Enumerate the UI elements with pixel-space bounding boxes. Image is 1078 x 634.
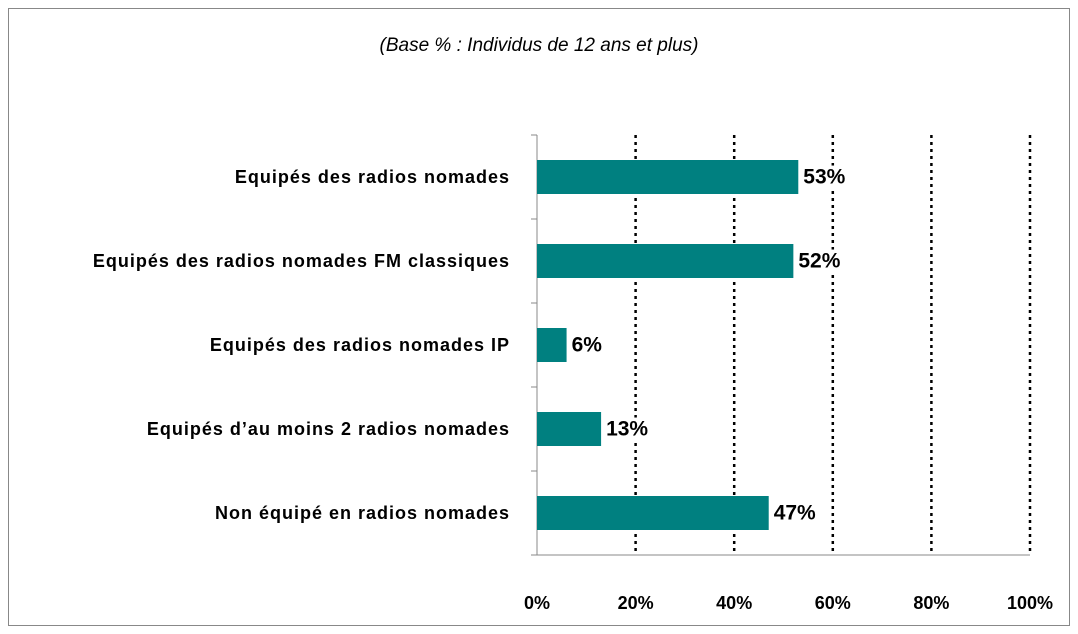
y-tick-label: Equipés d’au moins 2 radios nomades: [146, 419, 510, 439]
bar: [537, 244, 794, 278]
value-label: 47%: [774, 502, 816, 525]
value-label: 53%: [803, 166, 845, 189]
x-tick-label: 40%: [716, 593, 752, 613]
value-label-bg: [802, 165, 847, 189]
y-tick-label: Equipés des radios nomades FM classiques: [92, 251, 510, 271]
value-label-bg: [797, 249, 842, 273]
value-label-bg: [605, 417, 650, 441]
value-label: 13%: [606, 418, 648, 441]
bar: [537, 328, 567, 362]
value-label-bg: [570, 333, 604, 357]
value-label: 6%: [572, 334, 603, 357]
x-tick-label: 80%: [913, 593, 949, 613]
chart-title: (Base % : Individus de 12 ans et plus): [380, 35, 699, 56]
bar: [537, 496, 769, 530]
x-tick-label: 100%: [1007, 593, 1053, 613]
y-tick-label: Equipés des radios nomades IP: [209, 335, 510, 355]
y-tick-label: Equipés des radios nomades: [234, 167, 510, 187]
bar: [537, 160, 799, 194]
x-tick-label: 0%: [524, 593, 550, 613]
x-tick-label: 60%: [815, 593, 851, 613]
x-tick-label: 20%: [618, 593, 654, 613]
value-label: 52%: [798, 250, 840, 273]
bar: [537, 412, 602, 446]
y-tick-label: Non équipé en radios nomades: [214, 503, 510, 523]
value-label-bg: [772, 501, 818, 525]
chart-frame: [8, 8, 1070, 626]
